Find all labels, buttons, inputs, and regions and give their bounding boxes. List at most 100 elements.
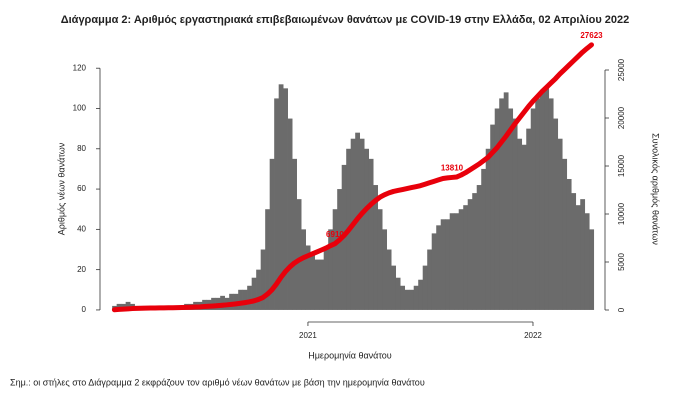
- bar: [539, 92, 545, 310]
- bar: [512, 118, 518, 310]
- bar: [517, 138, 523, 310]
- bar: [445, 219, 451, 310]
- bar: [440, 219, 446, 310]
- bar: [409, 289, 415, 310]
- bar: [296, 199, 302, 310]
- bar: [265, 209, 270, 310]
- y2-axis-label: Συνολικός αριθμός θανάτων: [651, 133, 661, 245]
- bar: [463, 205, 469, 310]
- bar: [584, 213, 590, 310]
- y-tick-label: 20: [77, 265, 86, 274]
- bar: [530, 108, 536, 310]
- bar: [544, 88, 550, 310]
- bar: [377, 209, 383, 310]
- bar: [319, 259, 324, 310]
- y2-tick-label: 5000: [617, 253, 626, 271]
- bar: [364, 148, 370, 310]
- bar: [508, 108, 514, 310]
- bar: [260, 249, 266, 310]
- bar: [557, 138, 563, 310]
- bar: [256, 269, 261, 310]
- bar: [494, 108, 500, 310]
- bar: [332, 209, 338, 310]
- y2-tick-label: 20000: [617, 106, 626, 129]
- y-tick-label: 80: [77, 144, 86, 153]
- x-tick-label: 2021: [299, 331, 317, 340]
- data-label: 13810: [441, 164, 464, 173]
- bar: [247, 285, 252, 310]
- bar: [274, 98, 279, 310]
- bar: [589, 229, 595, 310]
- y2-tick-label: 0: [617, 307, 626, 312]
- bar: [535, 98, 541, 310]
- bar: [238, 289, 243, 310]
- bar: [368, 158, 374, 310]
- bar: [404, 289, 410, 310]
- bar: [278, 84, 284, 310]
- y-tick-label: 60: [77, 184, 86, 193]
- data-label: 6910: [326, 230, 344, 239]
- bar: [337, 189, 342, 310]
- bar: [562, 158, 568, 310]
- y-axis-label: Αριθμός νέων θανάτων: [56, 142, 66, 235]
- bar: [436, 225, 442, 310]
- bar: [472, 193, 478, 310]
- bar: [301, 229, 306, 310]
- bar: [571, 193, 577, 310]
- y-tick-label: 0: [82, 305, 87, 314]
- y-tick-label: 100: [73, 104, 87, 113]
- bar: [269, 158, 275, 310]
- bar: [485, 148, 491, 310]
- bar: [521, 144, 527, 310]
- bar: [526, 128, 532, 310]
- bar: [566, 179, 572, 310]
- bar: [431, 233, 437, 310]
- bar: [427, 249, 433, 310]
- bar: [481, 168, 487, 310]
- bar: [373, 185, 379, 310]
- bar: [418, 279, 424, 310]
- bar: [467, 199, 473, 310]
- bar: [580, 199, 586, 310]
- bar: [553, 118, 559, 310]
- bar: [391, 265, 397, 310]
- bar: [314, 259, 320, 310]
- bar: [283, 88, 288, 310]
- bar: [395, 277, 401, 310]
- bar: [287, 118, 293, 310]
- footnote: Σημ.: οι στήλες στο Διάγραμμα 2 εκφράζου…: [10, 377, 425, 387]
- bar: [458, 209, 464, 310]
- bar: [422, 265, 428, 310]
- y2-tick-label: 10000: [617, 202, 626, 225]
- bar: [310, 253, 315, 310]
- bar: [548, 98, 554, 310]
- bar: [499, 98, 505, 310]
- bar: [323, 249, 329, 310]
- data-label: 27623: [580, 31, 603, 40]
- bar: [328, 229, 333, 310]
- bar: [503, 92, 509, 310]
- cumulative-line: [111, 42, 594, 313]
- y2-tick-label: 15000: [617, 154, 626, 177]
- bar: [476, 185, 482, 310]
- bar: [400, 285, 406, 310]
- bar: [386, 249, 392, 310]
- bar: [575, 205, 581, 310]
- x-axis-label: Ημερομηνία θανάτου: [308, 350, 392, 360]
- y-tick-label: 40: [77, 224, 86, 233]
- bar: [251, 277, 257, 310]
- bar: [125, 301, 131, 310]
- y2-tick-label: 25000: [617, 58, 626, 81]
- bar: [292, 158, 297, 310]
- bar: [305, 245, 311, 310]
- bar: [490, 124, 496, 310]
- y-tick-label: 120: [73, 63, 87, 72]
- bar: [413, 285, 419, 310]
- bar: [359, 138, 365, 310]
- chart-title: Διάγραμμα 2: Αριθμός εργαστηριακά επιβεβ…: [61, 14, 630, 26]
- bar: [454, 213, 460, 310]
- bar: [242, 289, 248, 310]
- bar: [449, 213, 455, 310]
